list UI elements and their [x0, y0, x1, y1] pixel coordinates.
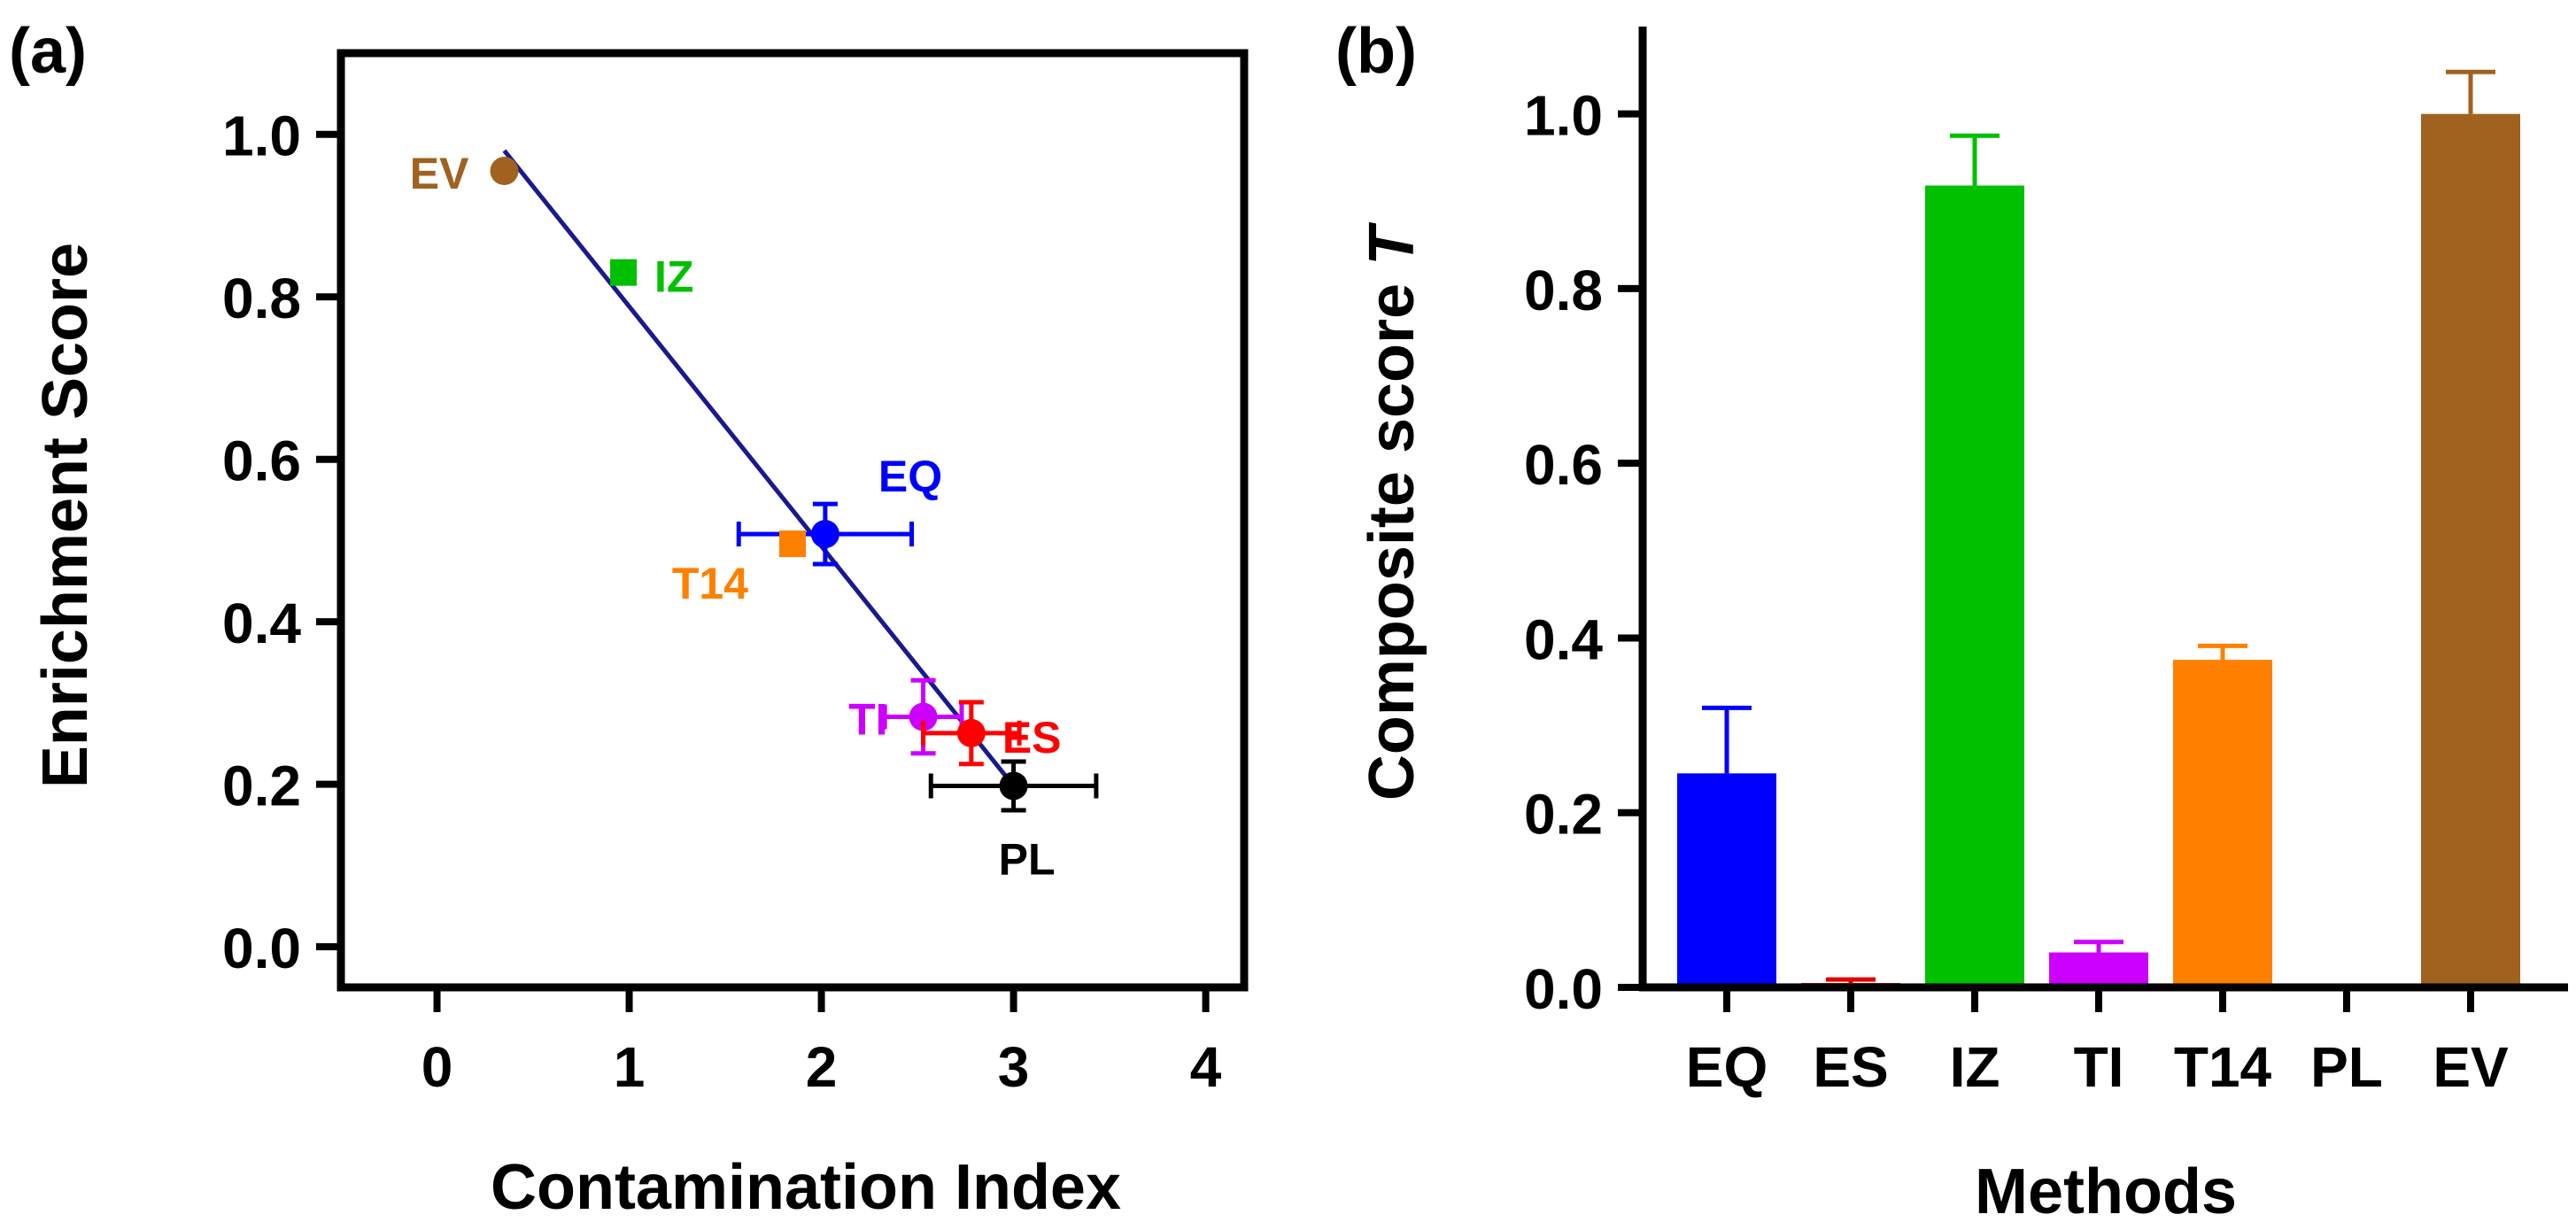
panel-b-y-ticks: 0.0 0.2 0.4 0.6 0.8 1.0 [1524, 84, 1643, 1021]
panel-b-marks [1677, 69, 2520, 988]
panel-a-point-pl [999, 771, 1028, 801]
panel-b-x-axis-label: Methods [1975, 1157, 2237, 1227]
panel-a-point-label-eq: EQ [878, 452, 942, 501]
panel-a-point-label-iz: IZ [654, 252, 693, 302]
panel-a-point-label-pl: PL [999, 834, 1056, 884]
panel-b-y-tick-label: 0.6 [1524, 433, 1603, 497]
panel-a-y-tick-label: 0.4 [222, 592, 301, 655]
panel-a-y-tick-label: 0.0 [222, 917, 301, 980]
panel-b-bar-chart: (b) 0.0 0.2 0.4 0.6 0.8 1.0 EQ ES IZ TI T14 PL EV M… [1335, 16, 2568, 1227]
panel-b-y-tick-label: 0.4 [1524, 607, 1603, 671]
panel-b-bar-ev [2421, 113, 2520, 988]
panel-b-x-tick-label: EV [2433, 1035, 2509, 1099]
panel-a-plot-frame [337, 49, 1249, 992]
panel-a-y-tick-label: 1.0 [222, 104, 301, 168]
panel-b-bar-t14 [2173, 660, 2272, 987]
panel-b-x-tick-label: T14 [2174, 1035, 2272, 1099]
panel-a-point-ev [490, 157, 519, 186]
panel-b-bar-eq [1677, 773, 1776, 987]
panel-a-y-axis-label: Enrichment Score [30, 243, 101, 788]
panel-a-point-label-es: ES [1002, 713, 1062, 762]
panel-a-x-tick-label: 1 [614, 1035, 646, 1099]
panel-b-x-tick-label: ES [1813, 1035, 1888, 1099]
panel-a-marks: EV IZ EQ T14 TI ES PL [410, 149, 1099, 884]
panel-b-x-ticks: EQ ES IZ TI T14 PL EV [1686, 987, 2509, 1099]
panel-b-bar-iz [1925, 185, 2024, 987]
panel-a-point-label-ti: TI [848, 695, 887, 745]
panel-b-y-tick-label: 1.0 [1524, 84, 1603, 148]
panel-a-point-label-ev: EV [410, 149, 469, 198]
panel-b-y-axis-label-italic: T [1357, 221, 1427, 266]
panel-a-x-tick-label: 2 [806, 1035, 838, 1099]
panel-b-y-tick-label: 0.0 [1524, 957, 1603, 1021]
panel-b-y-tick-label: 0.2 [1524, 783, 1603, 847]
panel-b-y-axis-label: Composite score T [1357, 221, 1427, 801]
panel-a-point-label-t14: T14 [672, 559, 748, 608]
panel-a-x-tick-label: 4 [1190, 1035, 1222, 1099]
panel-a-point-ti [909, 702, 938, 731]
panel-b-x-tick-label: PL [2310, 1035, 2383, 1099]
panel-a-y-tick-label: 0.6 [222, 429, 301, 493]
panel-b-axes [1638, 27, 2568, 992]
panel-b-bar-ti [2049, 952, 2148, 987]
panel-a-y-tick-label: 0.8 [222, 267, 301, 330]
panel-a-point-eq [810, 520, 839, 549]
panel-a-x-tick-label: 3 [998, 1035, 1030, 1099]
panel-a-x-ticks: 0 1 2 3 4 [422, 987, 1222, 1099]
panel-a-x-axis-label: Contamination Index [491, 1152, 1121, 1223]
panel-a-label: (a) [9, 16, 87, 87]
panel-b-x-tick-label: EQ [1686, 1035, 1768, 1099]
panel-a-point-es [956, 718, 986, 747]
panel-b-x-tick-label: TI [2074, 1035, 2124, 1099]
panel-b-x-tick-label: IZ [1950, 1035, 2000, 1099]
panel-a-y-tick-label: 0.2 [222, 754, 301, 818]
panel-a-point-iz [610, 259, 638, 286]
panel-a-point-t14 [779, 530, 806, 558]
panel-b-label: (b) [1335, 16, 1417, 87]
panel-a-x-tick-label: 0 [422, 1035, 453, 1099]
panel-a-y-ticks: 0.0 0.2 0.4 0.6 0.8 1.0 [222, 104, 341, 980]
panel-a-scatter-chart: (a) EV IZ EQ T14 TI ES PL 0.0 0.2 0.4 0.6 0.8 1.0 0… [9, 16, 1249, 1223]
panel-b-y-axis-label-text: Composite score [1357, 266, 1427, 801]
panel-b-y-tick-label: 0.8 [1524, 259, 1603, 322]
